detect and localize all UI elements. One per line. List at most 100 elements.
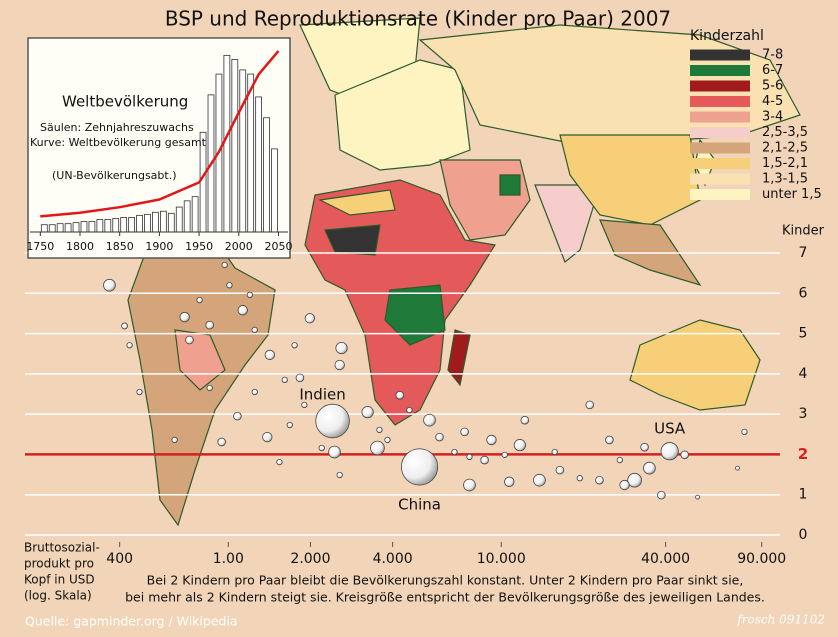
legend-label: Kurve: Weltbevölkerung gesamt xyxy=(30,136,207,149)
y-tick-label: 7 xyxy=(799,245,808,261)
bar xyxy=(72,222,80,233)
bubble xyxy=(395,390,405,400)
bubble xyxy=(226,282,233,289)
bubble xyxy=(616,456,624,464)
bar xyxy=(223,54,231,233)
bar xyxy=(191,196,199,233)
bar xyxy=(183,200,191,233)
bar xyxy=(128,217,135,233)
bubble xyxy=(336,471,343,479)
europe xyxy=(334,59,471,171)
inset-note: (UN-Bevölkerungsabt.) xyxy=(52,169,177,182)
bubble xyxy=(486,434,497,446)
bubble xyxy=(695,494,701,500)
bubble xyxy=(318,444,325,452)
bar xyxy=(112,218,120,233)
legend-swatch xyxy=(690,65,750,76)
x-axis-title: Kopf in USD xyxy=(24,573,95,587)
bubble xyxy=(460,427,469,437)
x-tick-label: 1950 xyxy=(185,240,213,253)
bubble xyxy=(657,490,666,500)
bubble xyxy=(619,479,630,491)
bubble xyxy=(376,426,383,433)
bar xyxy=(120,217,128,233)
bubble xyxy=(680,450,689,460)
legend-label: 5-6 xyxy=(762,79,783,94)
bubble xyxy=(246,291,254,299)
x-tick-label: 1850 xyxy=(106,240,134,253)
bar xyxy=(80,221,88,233)
bubble xyxy=(605,435,614,445)
legend-swatch xyxy=(690,111,750,123)
bubble xyxy=(400,448,439,486)
legend-swatch xyxy=(690,173,750,185)
signature: frosch 091102 xyxy=(736,613,825,627)
bubble xyxy=(251,326,258,334)
legend-label: 2,1-2,5 xyxy=(762,141,808,156)
bubble xyxy=(334,359,345,371)
x-tick-label: 4.000 xyxy=(373,551,413,567)
annotation: Indien xyxy=(299,385,345,403)
y-tick-label: 3 xyxy=(799,406,808,422)
bubble xyxy=(205,320,214,330)
y-tick-label: 2 xyxy=(798,445,808,463)
y-tick-label: 0 xyxy=(799,527,808,543)
inset-title: Weltbevölkerung xyxy=(62,93,188,111)
bubble xyxy=(206,384,213,392)
legend-label: 3-4 xyxy=(762,110,783,125)
bubble xyxy=(291,342,298,349)
bar xyxy=(48,224,56,233)
bubble xyxy=(513,439,526,452)
legend-swatch xyxy=(690,142,750,154)
bubble xyxy=(406,406,413,414)
legend-swatch xyxy=(690,127,750,138)
legend-label: 6-7 xyxy=(762,63,783,78)
x-tick-label: 2.000 xyxy=(290,551,330,567)
bar xyxy=(271,148,278,233)
bubble xyxy=(576,475,583,482)
annotation: China xyxy=(398,495,441,513)
legend-label: 1,5-2,1 xyxy=(762,156,808,171)
caption: bei mehr als 2 Kindern steigt sie. Kreis… xyxy=(125,590,765,605)
bubble xyxy=(185,335,194,345)
bubble xyxy=(555,465,565,475)
bubble xyxy=(423,413,436,427)
bar xyxy=(263,117,270,233)
bar xyxy=(152,211,159,233)
bubble xyxy=(286,421,293,429)
bubble xyxy=(276,458,283,466)
afghanistan xyxy=(499,174,521,196)
legend: Kinderzahl7-86-75-64-53-42,5-3,52,1-2,51… xyxy=(690,28,822,202)
bubble xyxy=(251,388,258,396)
legend-label: 2,5-3,5 xyxy=(762,125,808,140)
legend-swatch xyxy=(690,96,750,107)
north-africa xyxy=(318,189,396,216)
bar xyxy=(64,223,72,233)
inset-chart: 1750 1800 1850 1900 1950 2000 2050 Weltbevölker… xyxy=(26,37,292,259)
legend-swatch xyxy=(690,49,750,61)
bubble xyxy=(126,342,133,349)
x-tick-label: 90.000 xyxy=(737,551,786,567)
x-tick-label: 10.000 xyxy=(477,551,526,567)
bubble xyxy=(237,305,248,316)
x-tick-label: 2000 xyxy=(225,240,253,253)
bar xyxy=(247,73,255,233)
bar xyxy=(104,219,112,233)
population-line xyxy=(40,50,280,218)
bar xyxy=(231,59,239,233)
bar xyxy=(56,223,64,233)
bubble xyxy=(504,476,515,487)
bubble xyxy=(121,322,128,330)
bubble xyxy=(463,478,476,492)
bubble xyxy=(264,349,275,361)
legend-label: 4-5 xyxy=(762,94,783,109)
bar xyxy=(159,210,167,233)
bubble xyxy=(196,296,203,304)
annotation: USA xyxy=(654,420,686,438)
bubble xyxy=(451,448,458,456)
bar xyxy=(239,69,247,233)
bubble xyxy=(301,401,308,409)
bubble xyxy=(315,403,350,439)
bubble xyxy=(660,442,679,461)
